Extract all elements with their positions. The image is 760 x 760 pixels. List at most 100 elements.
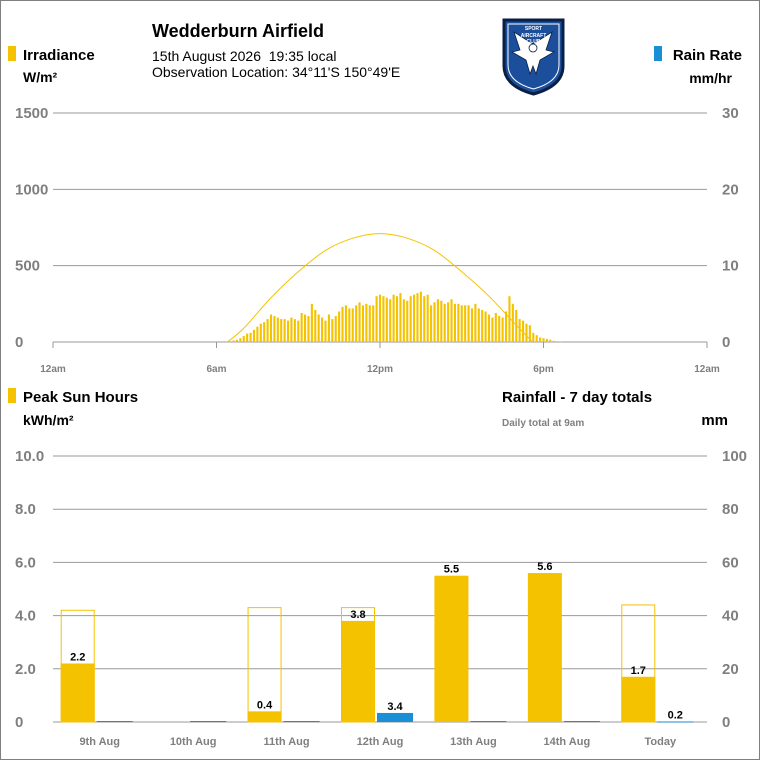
irradiance-bar (532, 332, 535, 342)
irradiance-bar (273, 316, 276, 342)
irradiance-bar (539, 337, 542, 342)
irradiance-bar (413, 294, 416, 342)
irradiance-bar (293, 319, 296, 342)
sun-hours-tick-label: 0 (15, 714, 23, 731)
irradiance-bar (474, 303, 477, 342)
sun-hours-unit: kWh/m² (23, 412, 74, 428)
irradiance-bar (542, 338, 545, 342)
day-category-label: Today (644, 736, 676, 748)
irradiance-bar (252, 329, 256, 342)
rain-rate-tick-label: 10 (722, 258, 739, 275)
irradiance-bar (457, 303, 460, 342)
sun-hours-tick-label: 10.0 (15, 448, 44, 465)
logo-text-bottom: CLUB (527, 39, 541, 45)
irradiance-tick-label: 500 (15, 258, 40, 275)
irradiance-bar (487, 314, 491, 342)
irradiance-bar (259, 323, 262, 342)
irradiance-bar (229, 341, 232, 342)
irradiance-bar (344, 305, 347, 342)
irradiance-bar (515, 309, 518, 342)
club-logo: SPORT AIRCRAFT CLUB (502, 18, 565, 96)
irradiance-bar (256, 326, 259, 342)
rainfall-bar (563, 721, 600, 722)
irradiance-bar (355, 305, 358, 342)
irradiance-bar (290, 317, 293, 342)
irradiance-bar (246, 333, 249, 342)
rainfall-unit: mm (701, 412, 728, 429)
rainfall-legend-label: Rainfall - 7 day totals (502, 389, 652, 406)
irradiance-bar (382, 296, 385, 342)
irradiance-bar (402, 299, 405, 342)
rainfall-bar (283, 721, 320, 722)
irradiance-bar (389, 299, 392, 342)
sun-hours-bar (434, 575, 469, 722)
irradiance-bar (283, 319, 286, 342)
irradiance-bar (297, 320, 300, 342)
sun-hours-bar (60, 663, 95, 722)
sun-hours-bar (341, 620, 375, 722)
time-tick-label: 12pm (367, 364, 393, 375)
irradiance-bar (358, 302, 361, 342)
rainfall-bar (657, 721, 694, 723)
sun-hours-bar (247, 711, 282, 722)
sun-hours-data-label: 3.8 (350, 609, 365, 621)
time-tick-label: 6am (206, 364, 226, 375)
irradiance-bar (372, 305, 375, 342)
irradiance-bar (280, 319, 283, 342)
irradiance-bar (508, 296, 511, 342)
sun-hours-data-label: 5.6 (537, 561, 552, 573)
irradiance-bar (433, 302, 436, 342)
irradiance-bar (375, 296, 378, 342)
irradiance-legend-label: Irradiance (23, 47, 95, 64)
irradiance-bar (525, 323, 528, 342)
rainfall-tick-label: 80 (722, 501, 739, 518)
irradiance-bar (314, 309, 317, 342)
sun-hours-data-label: 0.4 (257, 699, 273, 711)
irradiance-tick-label: 1500 (15, 105, 48, 122)
irradiance-bar (522, 320, 525, 342)
irradiance-bar (304, 314, 307, 342)
rain-rate-legend-swatch (654, 46, 662, 61)
day-category-label: 11th Aug (264, 736, 310, 748)
irradiance-bar (235, 339, 238, 342)
irradiance-bar (334, 316, 337, 342)
irradiance-bar (276, 317, 279, 342)
irradiance-bar (464, 305, 467, 342)
irradiance-bar (416, 293, 419, 342)
irradiance-bar (321, 317, 324, 342)
rainfall-tick-label: 40 (722, 608, 739, 625)
irradiance-bar (447, 302, 450, 342)
irradiance-bar (395, 296, 399, 342)
irradiance-bar (286, 320, 290, 342)
irradiance-bar (239, 338, 242, 342)
sun-hours-tick-label: 2.0 (15, 661, 36, 678)
irradiance-bar (409, 296, 412, 342)
day-category-label: 13th Aug (450, 736, 497, 748)
irradiance-bar (392, 294, 395, 342)
irradiance-bar (300, 312, 303, 342)
irradiance-bar (406, 300, 409, 342)
sun-hours-data-label: 1.7 (631, 665, 646, 677)
irradiance-bar (518, 319, 521, 342)
irradiance-bar (263, 322, 266, 342)
irradiance-bar (378, 294, 382, 342)
rainfall-tick-label: 0 (722, 714, 730, 731)
clear-sky-irradiance-line (227, 233, 533, 343)
rainfall-bar (377, 712, 413, 722)
day-category-label: 14th Aug (544, 736, 591, 748)
irradiance-bar (430, 305, 433, 342)
rainfall-data-label: 0.2 (668, 709, 683, 721)
rainfall-tick-label: 100 (722, 448, 747, 465)
day-category-label: 12th Aug (357, 736, 404, 748)
irradiance-bar (368, 305, 371, 342)
irradiance-bar (351, 308, 354, 342)
sun-hours-tick-label: 4.0 (15, 608, 36, 625)
rainfall-bar (190, 721, 227, 722)
irradiance-tick-label: 0 (15, 334, 23, 351)
irradiance-bar (385, 297, 388, 342)
irradiance-bar (556, 341, 559, 342)
irradiance-bar (419, 291, 422, 342)
rain-rate-tick-label: 0 (722, 334, 730, 351)
irradiance-bar (232, 340, 235, 342)
